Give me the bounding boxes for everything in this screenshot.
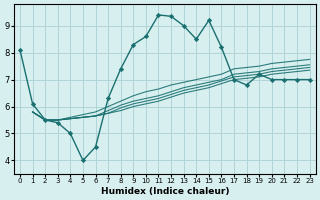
X-axis label: Humidex (Indice chaleur): Humidex (Indice chaleur) (100, 187, 229, 196)
